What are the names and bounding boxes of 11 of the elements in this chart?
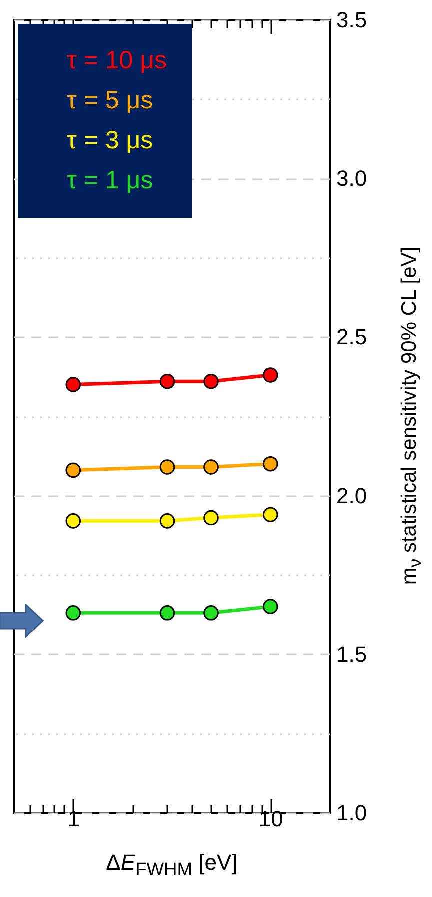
y-tick-label: 3.0 [336, 166, 368, 192]
y-tick-label: 1.5 [336, 642, 368, 667]
text: τ = 3 μs [67, 126, 154, 154]
y-tick-label: 2.5 [336, 324, 368, 350]
y-tick-label: 2.0 [336, 483, 368, 508]
y-tick-label: 1.0 [336, 800, 368, 826]
text: τ = 5 μs [67, 86, 154, 114]
x-axis-title: ΔE$_{FWHM}$ [eV] [105, 850, 239, 880]
text: τ = 1 μs [67, 166, 154, 194]
legend-label: τ = 10 μs [67, 46, 168, 74]
y-tick-label: 3.5 [336, 8, 368, 32]
